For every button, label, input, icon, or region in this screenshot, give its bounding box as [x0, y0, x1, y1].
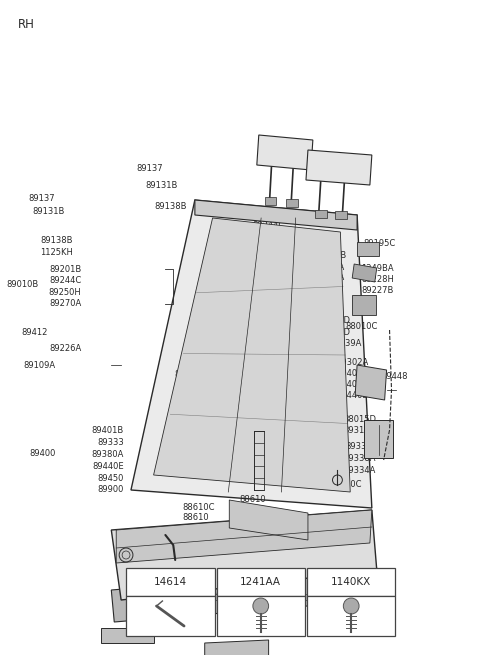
Bar — [357, 242, 379, 256]
Bar — [352, 295, 376, 315]
Text: 89401B: 89401B — [92, 426, 124, 436]
Text: 14614: 14614 — [154, 577, 187, 587]
Text: 89228H: 89228H — [361, 275, 394, 284]
Bar — [168, 580, 177, 588]
Text: 89302A: 89302A — [336, 358, 368, 367]
Text: 89450: 89450 — [97, 474, 124, 483]
Text: 88015D: 88015D — [343, 415, 376, 424]
Polygon shape — [306, 150, 372, 185]
Polygon shape — [116, 510, 372, 563]
Text: 89138B: 89138B — [41, 236, 73, 245]
Bar — [264, 197, 276, 205]
Text: 89601A: 89601A — [253, 582, 286, 591]
Text: 1125KH: 1125KH — [40, 248, 73, 257]
Text: 89402B: 89402B — [336, 369, 368, 378]
Text: 89342A: 89342A — [312, 273, 345, 282]
Text: 89244C: 89244C — [252, 221, 285, 231]
Text: 89244C: 89244C — [49, 276, 81, 286]
Text: 89610D: 89610D — [317, 328, 350, 337]
Circle shape — [253, 598, 269, 614]
Text: 89131B: 89131B — [145, 181, 177, 190]
Text: 89195C: 89195C — [363, 239, 395, 248]
Polygon shape — [111, 568, 380, 622]
Text: 89440E: 89440E — [92, 462, 124, 471]
Polygon shape — [131, 200, 372, 508]
Bar — [333, 594, 350, 600]
Text: 89620D: 89620D — [317, 316, 350, 326]
Text: 89109A: 89109A — [23, 361, 55, 370]
Polygon shape — [195, 200, 357, 230]
Bar — [126, 596, 215, 636]
Polygon shape — [101, 628, 154, 643]
Text: 89137: 89137 — [29, 194, 55, 203]
Text: 89201B: 89201B — [49, 265, 81, 274]
Text: 89601E: 89601E — [329, 567, 361, 576]
Polygon shape — [229, 500, 308, 540]
Text: 89333: 89333 — [346, 442, 372, 451]
Bar — [126, 568, 215, 596]
Polygon shape — [352, 264, 377, 282]
Text: 89131B: 89131B — [32, 207, 65, 216]
Text: 1241AA: 1241AA — [240, 577, 281, 587]
Text: 89992: 89992 — [251, 299, 277, 309]
Text: 89334A: 89334A — [343, 466, 375, 475]
Text: 89900: 89900 — [97, 485, 124, 495]
Polygon shape — [111, 510, 377, 600]
Bar — [274, 594, 291, 600]
Bar — [315, 210, 326, 218]
Bar — [216, 596, 305, 636]
Bar — [336, 211, 347, 219]
Text: 89401B: 89401B — [336, 380, 368, 389]
Text: 89235A: 89235A — [312, 263, 345, 272]
Text: 88610: 88610 — [240, 495, 266, 504]
Text: RH: RH — [18, 18, 35, 31]
Text: 89440E: 89440E — [336, 391, 368, 400]
Bar — [185, 594, 203, 600]
Bar — [286, 199, 298, 207]
Text: 89400: 89400 — [29, 449, 55, 458]
Text: 1140KX: 1140KX — [331, 577, 372, 587]
Text: 89227B: 89227B — [361, 286, 394, 295]
Polygon shape — [257, 135, 313, 170]
Text: 11403B: 11403B — [314, 251, 346, 260]
Text: 89126: 89126 — [267, 241, 293, 250]
Bar — [307, 568, 396, 596]
Text: 89921: 89921 — [175, 380, 201, 389]
Bar — [216, 568, 305, 596]
Text: 89380A: 89380A — [91, 450, 124, 459]
Text: 89226A: 89226A — [49, 344, 81, 353]
Text: 89339A: 89339A — [329, 339, 361, 348]
Text: 89314A: 89314A — [343, 426, 375, 436]
Text: 89333: 89333 — [97, 438, 124, 447]
Polygon shape — [355, 365, 386, 400]
Bar — [215, 594, 232, 600]
Text: 89138B: 89138B — [155, 202, 187, 211]
Bar — [244, 594, 262, 600]
Text: 1220AA: 1220AA — [287, 212, 319, 221]
Text: 89448: 89448 — [381, 372, 408, 381]
Text: 88610: 88610 — [183, 513, 209, 522]
Text: 1249BA: 1249BA — [361, 264, 394, 273]
Text: 89338A: 89338A — [343, 454, 376, 463]
Text: 89250H: 89250H — [48, 288, 81, 297]
Text: 88010C: 88010C — [346, 322, 378, 331]
Text: 89412: 89412 — [22, 328, 48, 337]
Bar — [126, 594, 144, 600]
Bar — [307, 596, 396, 636]
Text: 88610C: 88610C — [183, 503, 215, 512]
Bar — [364, 420, 394, 458]
Bar — [156, 594, 173, 600]
Text: 89270A: 89270A — [49, 299, 81, 309]
Circle shape — [343, 598, 359, 614]
Text: 88610C: 88610C — [329, 480, 361, 489]
Bar — [303, 594, 321, 600]
Text: 89137: 89137 — [136, 164, 163, 174]
Text: 89010B: 89010B — [7, 280, 39, 290]
Polygon shape — [204, 640, 269, 655]
Text: 89941C: 89941C — [291, 286, 324, 295]
Polygon shape — [154, 218, 350, 492]
Text: 89900: 89900 — [175, 369, 201, 379]
